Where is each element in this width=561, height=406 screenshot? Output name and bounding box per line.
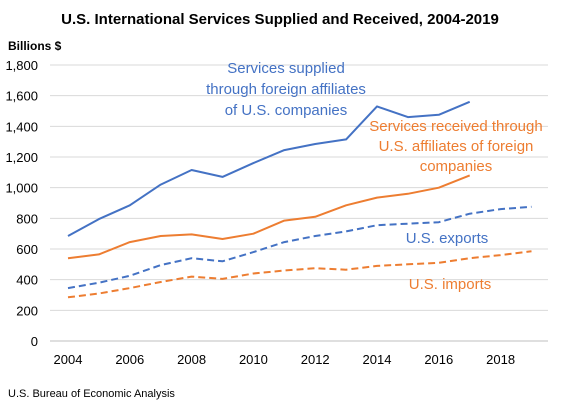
x-tick-label: 2016 <box>424 352 453 367</box>
source-note: U.S. Bureau of Economic Analysis <box>8 388 175 400</box>
series-label-supplied: Services supplied through foreign affilia… <box>206 60 366 119</box>
y-tick-label: 1,600 <box>5 89 38 104</box>
x-tick-label: 2014 <box>363 352 392 367</box>
chart-title: U.S. International Services Supplied and… <box>61 11 499 28</box>
x-tick-label: 2004 <box>54 352 83 367</box>
series-label-received: Services received through U.S. affiliates… <box>369 118 542 175</box>
series-annotations: Services supplied through foreign affilia… <box>206 60 543 293</box>
y-axis-unit-label: Billions $ <box>8 39 62 53</box>
x-tick-label: 2006 <box>115 352 144 367</box>
y-tick-label: 0 <box>31 334 38 349</box>
y-tick-label: 400 <box>16 273 38 288</box>
x-tick-label: 2012 <box>301 352 330 367</box>
x-tick-label: 2008 <box>177 352 206 367</box>
series-line-exports <box>67 205 532 290</box>
series-label-exports: U.S. exports <box>406 230 489 247</box>
series-lines <box>67 100 532 299</box>
y-tick-label: 1,400 <box>5 119 38 134</box>
series-line-received <box>67 174 471 260</box>
y-tick-label: 1,000 <box>5 181 38 196</box>
y-tick-label: 1,800 <box>5 58 38 73</box>
series-line-imports <box>67 250 532 299</box>
y-tick-label: 200 <box>16 303 38 318</box>
x-tick-label: 2018 <box>486 352 515 367</box>
y-tick-label: 1,200 <box>5 150 38 165</box>
x-axis-tick-labels: 2004 2006 2008 2010 2012 2014 2016 2018 <box>54 352 516 367</box>
y-tick-label: 800 <box>16 211 38 226</box>
y-tick-label: 600 <box>16 242 38 257</box>
series-line-supplied <box>67 100 471 237</box>
series-label-imports: U.S. imports <box>409 276 492 293</box>
x-tick-label: 2010 <box>239 352 268 367</box>
y-axis-tick-labels: 0 200 400 600 800 1,000 1,200 1,400 1,600 1,800 <box>5 58 38 349</box>
